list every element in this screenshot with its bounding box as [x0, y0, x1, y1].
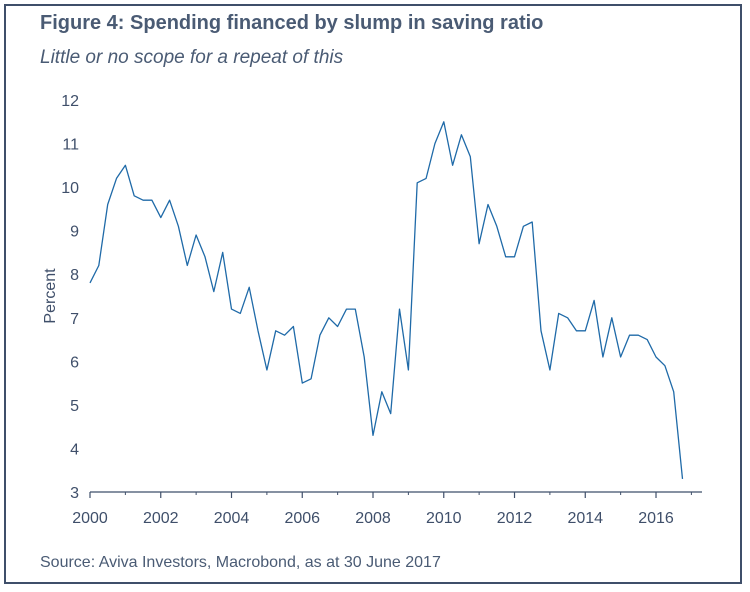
y-axis-title: Percent [42, 268, 59, 324]
x-tick-label: 2000 [72, 510, 108, 527]
y-tick-label: 7 [70, 311, 79, 328]
savings-ratio-line [89, 121, 684, 479]
x-tick-label: 2016 [638, 510, 674, 527]
series-layer [89, 121, 684, 479]
y-tick-label: 8 [70, 267, 79, 284]
figure-title: Figure 4: Spending financed by slump in … [40, 12, 544, 34]
y-axis-ticks: 3 4 5 6 7 8 9 10 11 12 [61, 93, 79, 502]
x-tick-label: 2014 [567, 510, 603, 527]
y-tick-label: 5 [70, 398, 79, 415]
y-tick-label: 11 [62, 137, 79, 154]
x-tick-label: 2002 [143, 510, 179, 527]
figure-frame [4, 4, 742, 584]
y-tick-label: 4 [70, 441, 79, 458]
x-tick-label: 2008 [355, 510, 391, 527]
source-note: Source: Aviva Investors, Macrobond, as a… [40, 554, 441, 571]
x-tick-label: 2006 [284, 510, 320, 527]
y-tick-label: 12 [61, 93, 79, 110]
figure-subtitle: Little or no scope for a repeat of this [40, 47, 344, 68]
x-tick-label: 2004 [214, 510, 250, 527]
y-tick-label: 6 [70, 354, 79, 371]
x-axis: 2000 2002 2004 2006 2008 2010 2012 2014 2016 [72, 491, 702, 527]
y-tick-label: 10 [61, 180, 79, 197]
y-tick-label: 9 [70, 224, 79, 241]
x-tick-label: 2012 [497, 510, 533, 527]
y-tick-label: 3 [70, 485, 79, 502]
x-tick-label: 2010 [426, 510, 462, 527]
